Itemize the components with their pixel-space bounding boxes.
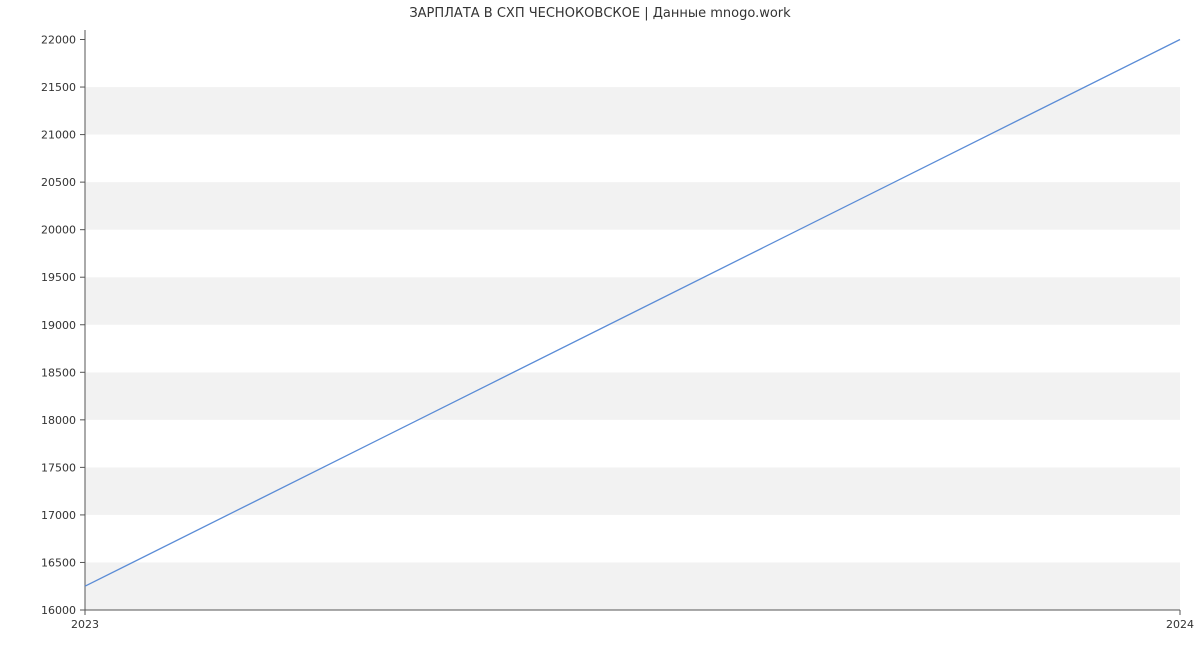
- y-tick-label: 22000: [41, 34, 76, 47]
- y-tick-label: 17500: [41, 461, 76, 474]
- grid-band: [85, 182, 1180, 230]
- y-tick-label: 20500: [41, 176, 76, 189]
- grid-band: [85, 40, 1180, 88]
- grid-band: [85, 420, 1180, 468]
- grid-band: [85, 467, 1180, 515]
- grid-band: [85, 515, 1180, 563]
- grid-band: [85, 325, 1180, 373]
- y-tick-label: 19500: [41, 271, 76, 284]
- chart-svg: 16000 16500 17000 17500 18000 18500 19000 19500…: [0, 0, 1200, 650]
- x-tick-label: 2024: [1166, 618, 1194, 631]
- x-tick-label: 2023: [71, 618, 99, 631]
- grid-band: [85, 135, 1180, 183]
- y-tick-label: 16000: [41, 604, 76, 617]
- y-tick-label: 21000: [41, 129, 76, 142]
- grid-band: [85, 562, 1180, 610]
- grid-band: [85, 87, 1180, 135]
- y-tick-label: 21500: [41, 81, 76, 94]
- y-tick-label: 18500: [41, 366, 76, 379]
- chart-container: ЗАРПЛАТА В СХП ЧЕСНОКОВСКОЕ | Данные mno…: [0, 0, 1200, 650]
- y-tick-label: 16500: [41, 556, 76, 569]
- grid-band: [85, 230, 1180, 278]
- y-tick-label: 18000: [41, 414, 76, 427]
- y-tick-label: 17000: [41, 509, 76, 522]
- y-tick-label: 19000: [41, 319, 76, 332]
- y-tick-label: 20000: [41, 224, 76, 237]
- grid-band: [85, 372, 1180, 420]
- grid-band: [85, 277, 1180, 325]
